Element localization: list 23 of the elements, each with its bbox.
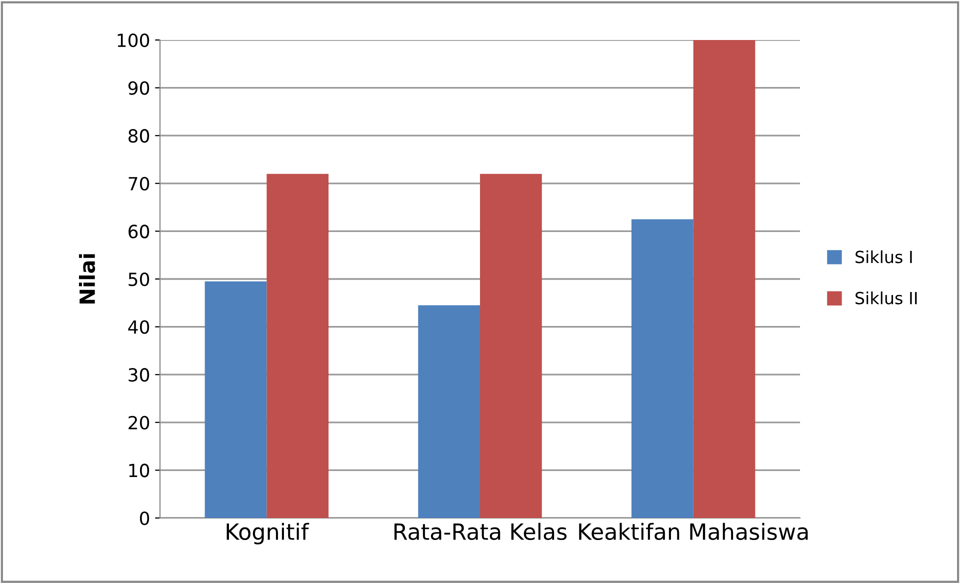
bar: [204, 281, 267, 518]
legend-label: Siklus I: [856, 250, 912, 264]
y-tick-label: 10: [129, 464, 150, 478]
x-tick-label: Kognitif: [226, 522, 310, 544]
y-tick-label: 100: [118, 33, 150, 48]
bar: [480, 174, 542, 518]
y-axis-title: Nilai: [78, 254, 96, 304]
legend-label: Siklus II: [856, 292, 917, 304]
y-tick-label: 30: [128, 368, 150, 382]
y-tick-label: 80: [128, 129, 150, 143]
y-tick-label: 50: [128, 272, 150, 286]
bar: [266, 174, 329, 518]
bar: [693, 40, 756, 518]
y-tick-label: 0: [140, 511, 150, 526]
y-tick-label: 60: [128, 224, 150, 238]
bar: [631, 219, 694, 518]
y-tick-label: 20: [128, 416, 150, 430]
y-tick-label: 90: [128, 81, 150, 95]
y-tick-label: 40: [128, 320, 150, 334]
y-tick-label: 70: [128, 176, 150, 191]
bar: [418, 305, 480, 518]
x-tick-label: Keaktifan Mahasiswa: [579, 522, 808, 540]
x-tick-label: Rata-Rata Kelas: [394, 522, 567, 540]
